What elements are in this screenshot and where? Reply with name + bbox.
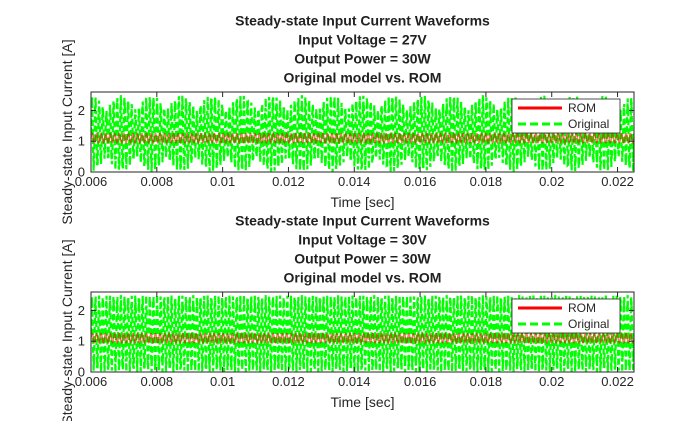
x-tick-label: 0.014 <box>338 374 371 389</box>
x-tick-label: 0.01 <box>210 374 235 389</box>
x-tick-label: 0.02 <box>539 174 564 189</box>
axes-frame <box>90 91 635 173</box>
x-axis-label: Time [sec] <box>330 194 394 210</box>
legend-label-rom: ROM <box>568 301 596 315</box>
x-tick-label: 0.012 <box>272 174 305 189</box>
x-tick-label: 0.016 <box>404 374 437 389</box>
y-axis-label: Steady-state Input Current [A] <box>59 39 75 224</box>
chart-1: Steady-state Input Current Waveforms Inpu… <box>59 13 635 225</box>
x-tick-label: 0.006 <box>75 374 108 389</box>
x-tick-label: 0.018 <box>470 374 503 389</box>
y-tick-label: 2 <box>78 103 85 118</box>
x-axis-label: Time [sec] <box>330 394 394 410</box>
x-tick-label: 0.022 <box>601 174 634 189</box>
legend-label-original: Original <box>568 317 609 331</box>
y-tick-label: 0 <box>78 365 85 380</box>
legend: ROM Original <box>511 298 621 334</box>
y-tick-label: 1 <box>78 134 85 149</box>
x-tick-label: 0.012 <box>272 374 305 389</box>
chart-title-line: Steady-state Input Current Waveforms <box>235 13 490 29</box>
chart-title-line: Output Power = 30W <box>294 251 431 267</box>
legend-label-rom: ROM <box>568 101 596 115</box>
x-tick-label: 0.014 <box>338 174 371 189</box>
chart-title-line: Original model vs. ROM <box>284 70 442 86</box>
x-tick-label: 0.018 <box>470 174 503 189</box>
plot-area <box>91 295 634 372</box>
axes-frame <box>90 291 635 373</box>
series-original-line <box>91 95 634 172</box>
chart-title-line: Output Power = 30W <box>294 51 431 67</box>
chart-title-line: Input Voltage = 27V <box>298 32 427 48</box>
x-tick-label: 0.006 <box>75 174 108 189</box>
chart-title-line: Input Voltage = 30V <box>298 232 427 248</box>
legend-label-original: Original <box>568 117 609 131</box>
plot-area <box>91 95 634 172</box>
chart-title-line: Original model vs. ROM <box>284 270 442 286</box>
x-tick-label: 0.022 <box>601 374 634 389</box>
x-tick-label: 0.008 <box>141 374 174 389</box>
legend-box <box>511 298 621 334</box>
y-tick-label: 0 <box>78 165 85 180</box>
y-tick-label: 2 <box>78 303 85 318</box>
x-tick-label: 0.016 <box>404 174 437 189</box>
legend-box <box>511 98 621 134</box>
x-tick-label: 0.02 <box>539 374 564 389</box>
legend: ROM Original <box>511 98 621 134</box>
series-rom-line <box>91 332 634 344</box>
x-tick-label: 0.008 <box>141 174 174 189</box>
chart-2: Steady-state Input Current Waveforms Inpu… <box>59 213 635 421</box>
chart-title-line: Steady-state Input Current Waveforms <box>235 213 490 229</box>
x-tick-label: 0.01 <box>210 174 235 189</box>
y-axis-label: Steady-state Input Current [A] <box>59 239 75 421</box>
y-tick-label: 1 <box>78 334 85 349</box>
series-original-line <box>91 295 634 372</box>
series-rom-line <box>91 132 634 144</box>
